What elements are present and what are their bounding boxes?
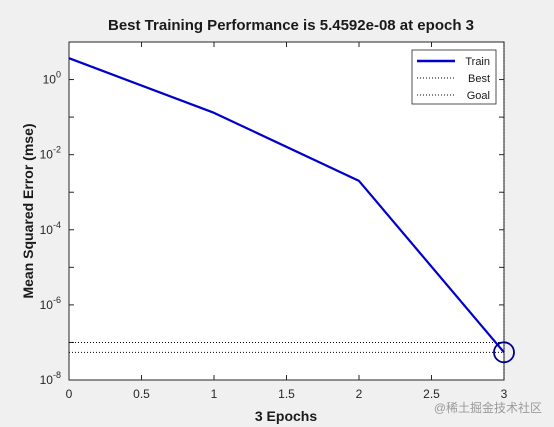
x-tick-label: 3 — [501, 387, 508, 401]
y-tick-exponent: -4 — [53, 220, 61, 230]
y-tick-base: 10 — [40, 298, 54, 312]
legend-label-train: Train — [465, 56, 490, 68]
y-tick-exponent: -6 — [53, 295, 61, 305]
best-marker-layer — [493, 341, 515, 364]
legend: Train Best Goal — [411, 49, 497, 105]
x-axis-label: 3 Epochs — [255, 408, 317, 424]
x-axis-ticks: 0 0.5 1 1.5 2 2.5 3 — [66, 42, 508, 401]
y-tick-base: 10 — [43, 73, 57, 87]
y-tick-label: 10-2 — [40, 145, 61, 162]
x-tick-label: 0 — [66, 387, 73, 401]
legend-label-best: Best — [468, 73, 490, 85]
y-tick-exponent: -2 — [53, 145, 61, 155]
x-tick-label: 2 — [356, 387, 363, 401]
y-tick-exponent: -8 — [53, 370, 61, 380]
y-tick-base: 10 — [40, 223, 54, 237]
y-tick-label: 100 — [43, 70, 61, 87]
y-tick-exponent: 0 — [56, 70, 61, 80]
best-epoch-marker — [493, 341, 515, 364]
y-tick-base: 10 — [40, 373, 54, 387]
y-tick-label: 10-6 — [40, 295, 61, 312]
x-tick-label: 0.5 — [133, 387, 150, 401]
watermark-text: @稀土掘金技术社区 — [434, 400, 542, 415]
series-line-train — [68, 57, 505, 354]
x-tick-label: 1 — [211, 387, 218, 401]
series-layer — [68, 57, 505, 354]
legend-label-goal: Goal — [467, 90, 490, 102]
chart-title: Best Training Performance is 5.4592e-08 … — [108, 17, 474, 34]
y-tick-base: 10 — [40, 148, 54, 162]
reference-lines — [69, 42, 505, 380]
x-tick-label: 2.5 — [423, 387, 440, 401]
y-tick-label: 10-8 — [40, 370, 61, 387]
x-tick-label: 1.5 — [278, 387, 295, 401]
y-axis-label: Mean Squared Error (mse) — [20, 123, 36, 298]
y-tick-label: 10-4 — [40, 220, 61, 237]
